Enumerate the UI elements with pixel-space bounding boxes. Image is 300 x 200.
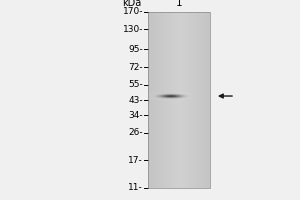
Text: 17-: 17- — [128, 156, 143, 165]
Text: 170-: 170- — [122, 7, 143, 16]
Text: 95-: 95- — [128, 45, 143, 54]
Bar — [148, 12, 210, 188]
Text: 72-: 72- — [128, 63, 143, 72]
Text: 26-: 26- — [128, 128, 143, 137]
Text: 1: 1 — [176, 0, 182, 8]
Text: 34-: 34- — [128, 111, 143, 120]
Text: 43-: 43- — [128, 96, 143, 105]
Text: 55-: 55- — [128, 80, 143, 89]
Text: 130-: 130- — [122, 25, 143, 34]
Text: kDa: kDa — [122, 0, 141, 8]
Text: 11-: 11- — [128, 183, 143, 192]
